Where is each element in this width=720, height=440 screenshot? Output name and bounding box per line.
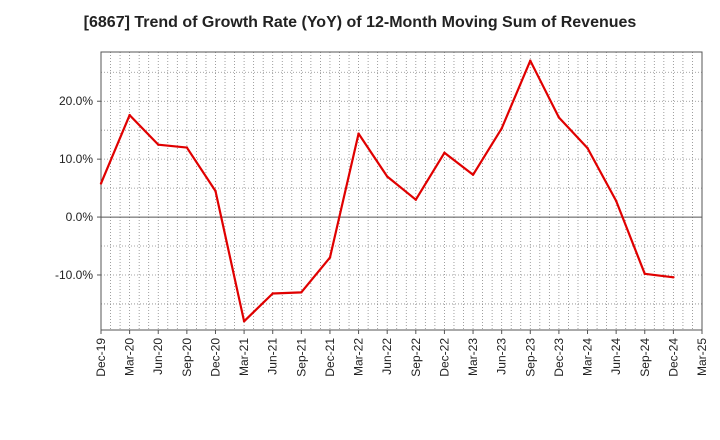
chart-title: [6867] Trend of Growth Rate (YoY) of 12-…	[83, 14, 637, 31]
x-tick-label: Sep-23	[523, 338, 537, 377]
x-tick-label: Mar-24	[581, 338, 595, 376]
data-point	[328, 256, 332, 259]
y-axis-ticks: 20.0% 10.0% 0.0% -10.0%	[55, 94, 101, 282]
x-tick-label: Dec-24	[666, 338, 680, 377]
x-tick-label: Mar-20	[123, 338, 137, 376]
data-point	[586, 146, 589, 150]
data-point	[614, 199, 618, 203]
y-tick-label: 0.0%	[66, 210, 94, 224]
x-tick-label: Dec-23	[552, 338, 566, 377]
x-axis-ticks: Dec-19 Mar-20 Jun-20 Sep-20 Dec-20 Mar-21 Jun-…	[94, 330, 709, 377]
x-tick-label: Sep-20	[180, 338, 194, 377]
grid-layer	[101, 52, 702, 330]
x-tick-label: Sep-22	[409, 338, 423, 377]
x-tick-label: Mar-21	[237, 338, 251, 376]
data-point	[99, 182, 103, 185]
x-tick-label: Jun-20	[151, 338, 165, 375]
data-point	[557, 116, 561, 119]
x-tick-label: Jun-21	[266, 338, 280, 375]
data-point	[185, 146, 189, 149]
series-layer	[99, 59, 675, 323]
data-point	[672, 276, 675, 279]
data-point	[471, 173, 475, 176]
x-tick-label: Dec-19	[94, 338, 108, 377]
x-tick-label: Sep-21	[294, 338, 308, 377]
x-tick-label: Dec-22	[437, 338, 451, 377]
y-tick-label: -10.0%	[55, 268, 93, 282]
plot-frame	[100, 51, 703, 331]
x-tick-label: Jun-22	[380, 338, 394, 375]
plot-area-border	[100, 51, 703, 331]
x-tick-label: Mar-22	[352, 338, 366, 376]
data-point	[529, 59, 532, 62]
y-tick-label: 10.0%	[59, 152, 93, 166]
data-point	[357, 132, 360, 135]
x-tick-label: Sep-24	[638, 338, 652, 377]
x-tick-label: Dec-21	[323, 338, 337, 377]
data-point	[271, 292, 274, 295]
data-point	[242, 320, 246, 323]
data-point	[643, 272, 646, 276]
x-tick-label: Dec-20	[208, 338, 222, 377]
x-tick-label: Mar-25	[695, 338, 709, 376]
data-point	[157, 143, 160, 146]
data-point	[500, 127, 503, 130]
x-tick-label: Jun-23	[495, 338, 509, 375]
x-tick-label: Mar-23	[466, 338, 480, 376]
data-point	[128, 113, 131, 117]
data-point	[385, 175, 389, 178]
data-point	[214, 189, 217, 193]
data-point	[414, 198, 418, 201]
data-point	[443, 151, 446, 154]
data-point	[300, 291, 303, 294]
x-tick-label: Jun-24	[609, 338, 623, 375]
y-tick-label: 20.0%	[59, 94, 93, 108]
